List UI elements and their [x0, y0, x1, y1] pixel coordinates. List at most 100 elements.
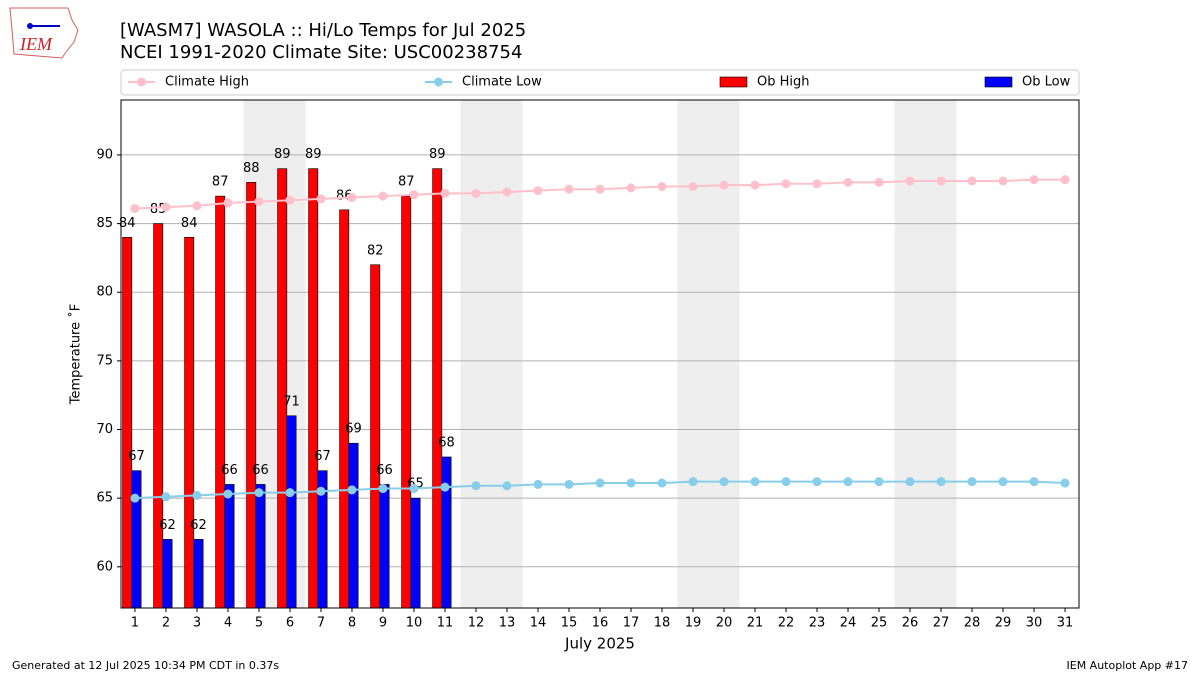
line-marker — [471, 188, 481, 198]
bar — [224, 484, 235, 609]
line-marker — [874, 477, 884, 487]
legend-swatch — [719, 76, 748, 88]
data-label: 66 — [252, 463, 269, 478]
line-marker — [998, 176, 1008, 186]
bar — [215, 195, 226, 609]
x-tick-label: 17 — [623, 616, 640, 631]
legend-box — [120, 69, 1080, 96]
logo-text: IEM — [19, 34, 53, 54]
bar — [286, 415, 297, 609]
line-marker — [1060, 175, 1070, 185]
chart-subtitle: NCEI 1991-2020 Climate Site: USC00238754 — [120, 42, 522, 63]
x-axis-label: July 2025 — [564, 635, 635, 653]
bar — [153, 223, 164, 609]
data-label: 89 — [429, 147, 446, 162]
logo-dot — [27, 23, 33, 29]
weekend-band — [894, 100, 957, 608]
x-tick-label: 14 — [530, 616, 547, 631]
legend-label: Climate Low — [462, 75, 542, 90]
data-label: 68 — [438, 435, 455, 450]
line-marker — [719, 477, 729, 487]
line-marker — [440, 188, 450, 198]
bar — [348, 442, 359, 609]
logo-outline — [9, 7, 79, 59]
bar — [441, 456, 452, 609]
x-tick-label: 29 — [995, 616, 1012, 631]
line-marker — [409, 190, 419, 200]
x-tick-label: 18 — [654, 616, 671, 631]
line-marker — [781, 477, 791, 487]
line-marker — [626, 183, 636, 193]
y-tick-label: 80 — [96, 285, 113, 300]
data-label: 62 — [190, 518, 207, 533]
bar — [122, 236, 133, 609]
line-marker — [316, 486, 326, 496]
x-tick-label: 3 — [193, 616, 201, 631]
bar — [370, 264, 381, 609]
line-marker — [533, 479, 543, 489]
x-tick-label: 30 — [1026, 616, 1043, 631]
legend-marker — [137, 77, 146, 87]
line-marker — [1029, 175, 1039, 185]
line-marker — [533, 186, 543, 196]
y-tick-label: 60 — [96, 559, 113, 574]
x-tick-label: 8 — [348, 616, 356, 631]
y-tick-label: 70 — [96, 422, 113, 437]
line-marker — [750, 477, 760, 487]
line-marker — [936, 477, 946, 487]
line-marker — [347, 485, 357, 495]
legend-swatch — [984, 76, 1013, 88]
line-marker — [502, 481, 512, 491]
line-marker — [874, 177, 884, 187]
line-marker — [254, 197, 264, 207]
legend-label: Climate High — [165, 75, 249, 90]
y-tick-label: 90 — [96, 147, 113, 162]
line-marker — [285, 195, 295, 205]
data-label: 62 — [159, 518, 176, 533]
plot-frame — [120, 99, 1080, 609]
line-marker — [161, 492, 171, 502]
line-marker — [285, 488, 295, 498]
line-marker — [564, 184, 574, 194]
line-marker — [657, 181, 667, 191]
x-tick-label: 4 — [224, 616, 232, 631]
x-tick-label: 13 — [499, 616, 516, 631]
x-tick-label: 21 — [747, 616, 764, 631]
line-marker — [812, 179, 822, 189]
line-marker — [812, 477, 822, 487]
bar — [410, 497, 421, 609]
line-marker — [595, 184, 605, 194]
footer-right: IEM Autoplot App #17 — [1067, 659, 1189, 672]
x-tick-label: 22 — [778, 616, 795, 631]
line-marker — [254, 488, 264, 498]
weekend-band — [677, 100, 740, 608]
line-marker — [998, 477, 1008, 487]
line-marker — [347, 192, 357, 202]
x-tick-label: 25 — [871, 616, 888, 631]
data-label: 69 — [345, 422, 362, 437]
x-tick-label: 23 — [809, 616, 826, 631]
y-tick-label: 85 — [96, 216, 113, 231]
bar — [308, 168, 319, 609]
line-marker — [936, 176, 946, 186]
x-tick-label: 11 — [437, 616, 454, 631]
bar — [432, 168, 443, 609]
bar — [339, 209, 350, 609]
x-tick-label: 2 — [162, 616, 170, 631]
x-tick-label: 24 — [840, 616, 857, 631]
x-tick-label: 16 — [592, 616, 609, 631]
y-tick-label: 75 — [96, 353, 113, 368]
line-marker — [843, 177, 853, 187]
line-marker — [967, 477, 977, 487]
legend-label: Ob Low — [1022, 75, 1071, 90]
line-marker — [502, 187, 512, 197]
line-marker — [223, 489, 233, 499]
data-label: 67 — [128, 449, 145, 464]
line-marker — [688, 181, 698, 191]
bar — [401, 195, 412, 609]
data-label: 87 — [398, 175, 415, 190]
bar — [255, 484, 266, 609]
weekend-band — [460, 100, 523, 608]
line-marker — [440, 482, 450, 492]
